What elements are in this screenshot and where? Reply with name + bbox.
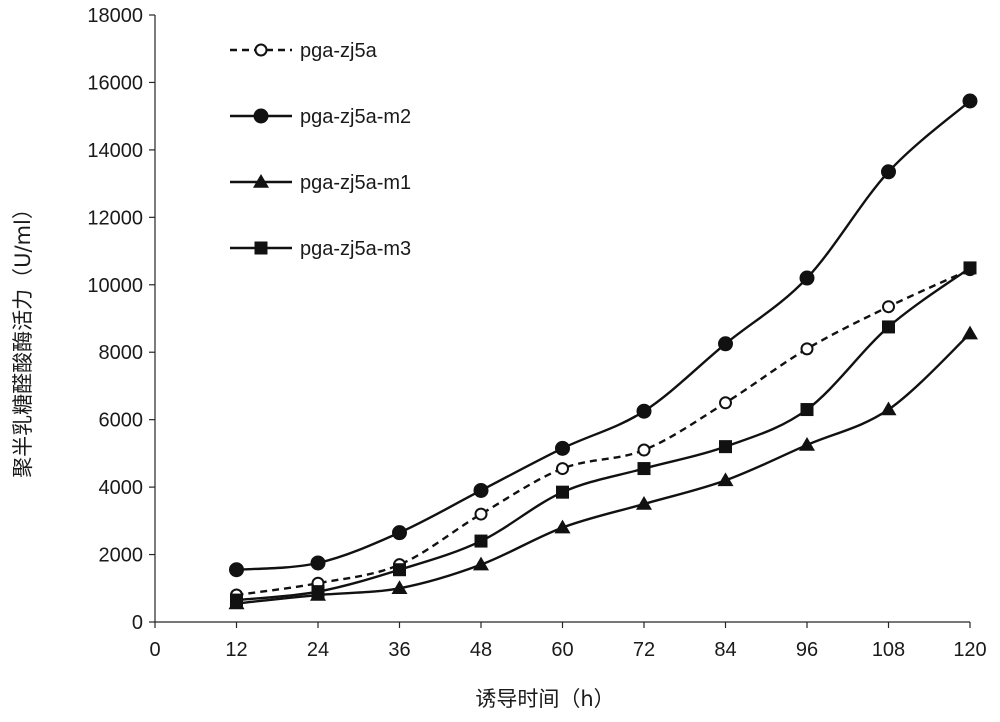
data-point-pga-zj5a-m2-108 [881,164,896,180]
data-point-pga-zj5a-m2-84 [718,336,733,352]
y-tick-label: 14000 [87,140,143,162]
series-pga-zj5a [230,263,977,602]
data-point-pga-zj5a-60 [556,462,569,476]
x-tick-label: 36 [388,639,410,661]
data-point-pga-zj5a-m3-48 [474,534,488,548]
data-point-pga-zj5a-m1-36 [391,580,408,595]
y-axis-title: 聚半乳糖醛酸酶活力（U/ml） [11,198,35,478]
legend-label: pga-zj5a-m3 [300,238,411,260]
x-tick-label: 60 [551,639,573,661]
data-point-pga-zj5a-48 [474,507,488,521]
data-point-pga-zj5a-m1-72 [636,495,652,510]
legend-item-pga-zj5a-m1: pga-zj5a-m1 [230,172,411,194]
legend: pga-zj5a pga-zj5a-m2 pga-zj5a-m1 pga-zj5a-m… [230,40,411,260]
series-line-pga-zj5a-m3 [236,266,971,602]
y-tick-label: 16000 [87,72,143,94]
x-tick-label: 96 [796,639,818,661]
series-line-pga-zj5a-m2 [236,100,971,571]
data-point-pga-zj5a-108 [882,300,895,314]
data-point-pga-zj5a-m3-96 [800,403,814,417]
x-tick-label: 24 [307,639,329,661]
data-point-pga-zj5a-m2-72 [636,403,652,419]
legend-item-pga-zj5a-m2: pga-zj5a-m2 [230,106,411,128]
data-point-pga-zj5a-m2-96 [799,270,815,286]
data-point-pga-zj5a-m3-72 [637,462,651,476]
data-point-pga-zj5a-m3-60 [556,485,569,499]
y-tick-label: 2000 [99,545,144,567]
legend-item-pga-zj5a-m3: pga-zj5a-m3 [230,238,411,260]
x-tick-label: 72 [633,639,655,661]
y-tick-label: 18000 [87,5,143,27]
legend-label: pga-zj5a-m2 [300,106,411,128]
data-point-pga-zj5a-m2-60 [555,440,570,456]
data-point-pga-zj5a-m3-108 [882,320,895,334]
x-axis-title: 诱导时间（h） [475,687,614,711]
x-tick-label: 84 [714,639,736,661]
data-point-pga-zj5a-m3-120 [963,261,977,275]
legend-marker [254,43,268,57]
data-point-pga-zj5a-m3-84 [719,440,732,454]
data-point-pga-zj5a-m2-48 [473,482,489,498]
y-tick-label: 4000 [99,477,144,499]
data-point-pga-zj5a-96 [800,342,814,356]
legend-marker [254,241,268,255]
y-tick-label: 8000 [99,342,144,364]
data-point-pga-zj5a-m3-36 [393,563,406,577]
legend-label: pga-zj5a-m1 [300,172,411,194]
series-layer [228,93,978,610]
data-point-pga-zj5a-m2-36 [392,525,407,541]
data-point-pga-zj5a-m2-120 [962,93,978,109]
x-tick-label: 12 [225,639,247,661]
data-point-pga-zj5a-m2-24 [310,555,326,571]
legend-item-pga-zj5a: pga-zj5a [230,40,378,62]
data-point-pga-zj5a-m1-48 [473,556,489,571]
series-pga-zj5a-m2 [229,93,978,578]
x-tick-label: 108 [872,639,905,661]
data-point-pga-zj5a-m1-108 [880,401,897,416]
data-point-pga-zj5a-72 [637,443,651,457]
data-point-pga-zj5a-m1-60 [554,519,571,534]
legend-label: pga-zj5a [300,40,378,62]
legend-marker [253,108,269,124]
data-point-pga-zj5a-m2-12 [229,562,244,578]
y-tick-label: 12000 [87,207,143,229]
y-tick-label: 0 [132,612,143,634]
x-tick-label: 48 [470,639,492,661]
axes: 0 2000 4000 6000 8000 10000 12000 14000 16000 180… [87,5,986,661]
series-line-pga-zj5a [236,268,971,597]
series-line-pga-zj5a-m1 [236,332,971,605]
legend-marker [253,174,269,188]
data-point-pga-zj5a-m1-84 [717,472,734,487]
x-tick-label: 120 [953,639,986,661]
data-point-pga-zj5a-m3-12 [230,593,243,607]
x-tick-label: 0 [149,639,160,661]
data-point-pga-zj5a-84 [719,396,732,410]
data-point-pga-zj5a-m1-96 [799,436,815,451]
y-tick-label: 10000 [87,275,143,297]
series-pga-zj5a-m3 [230,261,977,607]
data-point-pga-zj5a-m1-120 [962,325,978,340]
y-tick-label: 6000 [99,410,144,432]
series-pga-zj5a-m1 [228,325,978,610]
data-point-pga-zj5a-m3-24 [311,585,325,599]
